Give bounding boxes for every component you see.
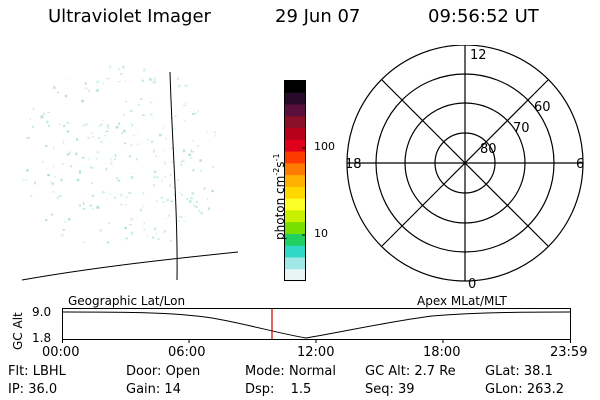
time-label: 09:56:52 UT	[428, 6, 539, 27]
info-door-value: Open	[165, 364, 201, 379]
info-gain: Gain: 14	[126, 382, 181, 397]
info-dsp: Dsp: 1.5	[245, 382, 311, 397]
timeline-ylabel: GC Alt	[11, 312, 25, 350]
latitude-line	[21, 251, 239, 281]
colorbar-band	[285, 245, 305, 259]
colorbar-band	[285, 151, 305, 164]
info-flt: Flt: LBHL	[8, 364, 66, 379]
colorbar-bands	[285, 81, 305, 282]
colorbar-band	[285, 163, 305, 176]
colorbar-band	[285, 116, 305, 129]
colorbar-band	[285, 92, 305, 106]
colorbar-unit-seconds: s	[273, 161, 287, 168]
colorbar-band	[285, 175, 305, 188]
info-flt-value: LBHL	[32, 364, 66, 379]
info-gain-value: 14	[164, 382, 181, 397]
colorbar-band	[285, 269, 305, 282]
colorbar-band	[285, 257, 305, 270]
mlt-label-6: 6	[576, 157, 584, 172]
info-flt-label: Flt:	[8, 364, 29, 379]
colorbar-band	[285, 81, 305, 94]
timeline-right-label: Apex MLat/MLT	[417, 294, 507, 308]
info-glat-value: 38.1	[523, 364, 553, 379]
info-ip: IP: 36.0	[8, 382, 57, 397]
info-seq-value: 39	[398, 382, 415, 397]
info-glon-value: 263.2	[526, 382, 565, 397]
colorbar-frame	[284, 80, 306, 281]
info-gcalt-value: 2.7 Re	[414, 364, 456, 379]
timeline-ytick-low: 1.8	[32, 331, 52, 345]
info-mode-value: Normal	[288, 364, 336, 379]
colorbar-unit-exp2: -1	[272, 153, 281, 162]
timeline-left-label: Geographic Lat/Lon	[68, 294, 186, 308]
colorbar-band	[285, 128, 305, 141]
timeline-plot	[62, 308, 571, 343]
info-mode-label: Mode:	[245, 364, 285, 379]
mlt-label-18: 18	[345, 157, 362, 172]
colorbar-band	[285, 222, 305, 235]
colorbar-band	[285, 186, 305, 200]
colorbar-band	[285, 139, 305, 153]
info-dsp-label: Dsp:	[245, 382, 275, 397]
info-door-label: Door:	[126, 364, 162, 379]
colorbar-unit-label: photon cm-2s-1	[272, 153, 287, 240]
colorbar-band	[285, 210, 305, 223]
altitude-curve	[62, 311, 571, 339]
colorbar-tick-label-100: 100	[314, 140, 335, 153]
info-glat: GLat: 38.1	[485, 364, 553, 379]
lat-label-60: 60	[534, 100, 551, 115]
info-glon: GLon: 263.2	[485, 382, 564, 397]
xtick-label-1800: 18:00	[423, 345, 461, 360]
colorbar-band	[285, 104, 305, 117]
geographic-image-panel	[21, 65, 239, 281]
info-seq-label: Seq:	[365, 382, 394, 397]
info-mode: Mode: Normal	[245, 364, 336, 379]
xtick-label-0000: 00:00	[42, 345, 80, 360]
info-ip-value: 36.0	[28, 382, 58, 397]
polar-mlt-plot: 12 18 6 0 60 70 80	[345, 45, 584, 291]
info-glat-label: GLat:	[485, 364, 520, 379]
colorbar-unit-prefix: photon cm	[273, 175, 287, 240]
longitude-line	[169, 71, 178, 281]
uv-emission-speckles	[22, 65, 217, 244]
timeline-ytick-high: 9.0	[32, 305, 52, 319]
lat-label-80: 80	[480, 142, 497, 157]
info-gcalt-label: GC Alt:	[365, 364, 411, 379]
info-gcalt: GC Alt: 2.7 Re	[365, 364, 456, 379]
info-dsp-value: 1.5	[290, 382, 312, 397]
mlt-label-12: 12	[470, 48, 487, 63]
info-ip-label: IP:	[8, 382, 25, 397]
colorbar-unit-exp1: -2	[272, 167, 281, 176]
xtick-label-2359: 23:59	[550, 345, 588, 360]
colorbar-tick-label-10: 10	[314, 227, 328, 240]
colorbar-scale	[284, 80, 306, 282]
xtick-label-0600: 06:00	[168, 345, 206, 360]
lat-label-70: 70	[513, 121, 530, 136]
xtick-label-1200: 12:00	[297, 345, 335, 360]
mlt-label-0: 0	[468, 277, 476, 291]
info-seq: Seq: 39	[365, 382, 415, 397]
date-label: 29 Jun 07	[275, 6, 361, 27]
instrument-title: Ultraviolet Imager	[48, 6, 211, 27]
polar-diagonal-2	[381, 79, 549, 247]
colorbar-band	[285, 233, 305, 247]
info-door: Door: Open	[126, 364, 200, 379]
colorbar-band	[285, 198, 305, 212]
info-glon-label: GLon:	[485, 382, 523, 397]
info-gain-label: Gain:	[126, 382, 161, 397]
